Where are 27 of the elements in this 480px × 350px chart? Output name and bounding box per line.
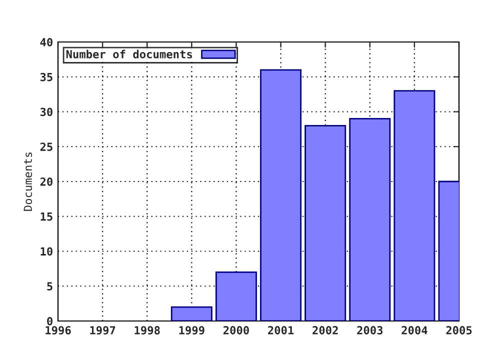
y-tick-label: 0 xyxy=(47,316,52,326)
x-tick-label: 1998 xyxy=(134,326,160,335)
x-tick-label: 2000 xyxy=(223,326,249,334)
y-tick-label: 10 xyxy=(40,247,52,256)
x-tick-label: 2002 xyxy=(312,326,338,334)
x-tick-label: 1999 xyxy=(179,326,204,335)
y-tick-label: 25 xyxy=(40,142,52,152)
y-axis-title: Documents xyxy=(24,152,32,211)
x-tick-label: 2001 xyxy=(268,326,294,334)
y-tick-label: 30 xyxy=(40,108,52,116)
x-tick-label: 2004 xyxy=(402,326,428,334)
y-tick-label: 20 xyxy=(40,177,52,186)
x-tick-label: 1996 xyxy=(46,326,71,335)
bar xyxy=(260,69,302,321)
bar xyxy=(349,118,391,321)
bar xyxy=(394,90,436,321)
x-tick-label: 2003 xyxy=(357,326,383,334)
x-tick-label: 2005 xyxy=(446,326,472,334)
bar xyxy=(170,306,212,321)
y-tick-label: 35 xyxy=(40,72,52,82)
bar xyxy=(304,125,346,321)
legend-label: Number of documents xyxy=(66,50,192,58)
y-tick-label: 15 xyxy=(40,212,52,221)
y-tick-label: 5 xyxy=(47,282,52,291)
x-tick-label: 1997 xyxy=(90,326,116,335)
bar xyxy=(215,271,257,321)
y-tick-label: 40 xyxy=(40,38,52,46)
